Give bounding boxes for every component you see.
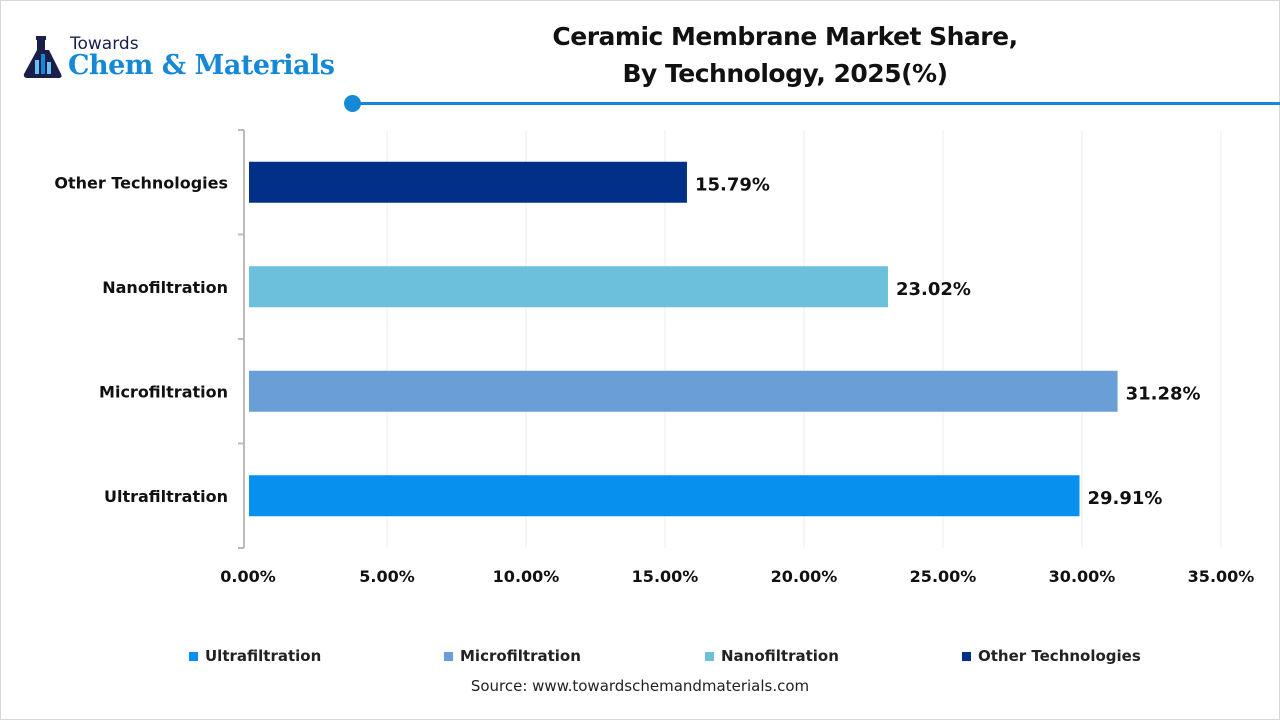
category-label: Nanofiltration [102,278,228,297]
legend-label: Other Technologies [978,647,1141,665]
legend-label: Ultrafiltration [205,647,322,665]
title-underline [353,102,1280,105]
x-tick-label: 5.00% [359,567,415,586]
logo-text-main: Chem & Materials [68,50,335,81]
legend-swatch [705,651,714,661]
x-tick-label: 10.00% [493,567,560,586]
source-note: Source: www.towardschemandmaterials.com [470,677,810,695]
bar-other-technologies [249,161,687,203]
legend-item-nanofiltration: Nanofiltration [705,647,839,665]
legend-swatch [189,651,198,661]
x-tick-label: 30.00% [1049,567,1116,586]
x-tick-label: 25.00% [910,567,977,586]
logo-text-top: Towards [70,34,139,54]
data-label: 31.28% [1126,383,1201,404]
bar-nanofiltration [249,266,888,308]
bar-ultrafiltration [249,475,1080,517]
legend-label: Nanofiltration [721,647,839,665]
title-underline-dot [344,95,361,112]
legend-item-other-technologies: Other Technologies [962,647,1141,665]
category-label: Other Technologies [54,173,228,192]
data-label: 29.91% [1087,488,1162,509]
data-label: 15.79% [695,174,770,195]
legend: Ultrafiltration Microfiltration Nanofilt… [0,647,1280,667]
x-tick-label: 0.00% [220,567,276,586]
legend-item-ultrafiltration: Ultrafiltration [189,647,321,665]
bar-microfiltration [249,370,1118,412]
chart-title-line-1: Ceramic Membrane Market Share, [552,22,1018,51]
x-tick-label: 35.00% [1188,567,1255,586]
flask-icon [23,36,62,78]
legend-swatch [444,651,453,661]
x-tick-label: 15.00% [632,567,699,586]
legend-label: Microfiltration [460,647,581,665]
chart-title-line-2: By Technology, 2025(%) [622,59,948,88]
category-label: Ultrafiltration [104,487,228,506]
chart-title: Ceramic Membrane Market Share, By Techno… [485,18,1085,92]
legend-item-microfiltration: Microfiltration [444,647,581,665]
legend-swatch [962,651,971,661]
x-tick-label: 20.00% [771,567,838,586]
data-label: 23.02% [896,279,971,300]
category-label: Microfiltration [99,382,228,401]
